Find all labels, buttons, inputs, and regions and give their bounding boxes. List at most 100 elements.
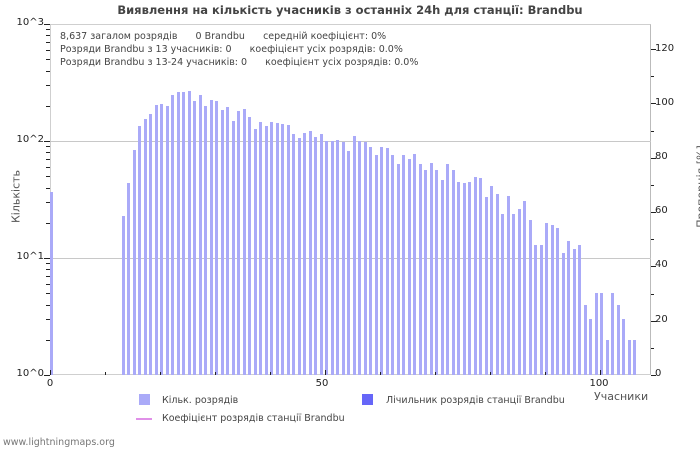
bar (352, 136, 356, 375)
bar (385, 148, 389, 375)
bar (242, 108, 246, 375)
chart-title: Виявлення на кількість учасників з остан… (117, 3, 583, 17)
bar (358, 141, 361, 375)
bar (402, 154, 405, 375)
y-tick-mark (44, 141, 50, 142)
bar (341, 142, 345, 375)
y-tick-mark (46, 146, 50, 148)
bar (578, 244, 581, 375)
x-tick-mark (545, 372, 546, 375)
bar (187, 90, 191, 375)
y2-tick-label: 60 (655, 205, 668, 216)
bar (413, 153, 416, 375)
x-tick-mark (325, 370, 326, 375)
x-tick-mark (105, 372, 106, 375)
bar (209, 100, 213, 375)
bar (567, 240, 570, 375)
y2-tick-mark (651, 320, 656, 322)
x-tick-mark (160, 372, 161, 375)
bar (556, 228, 559, 375)
bar (248, 117, 251, 375)
y2-tick-label: 80 (655, 151, 668, 162)
bar (50, 191, 53, 375)
y2-tick-mark (651, 212, 656, 213)
bar (495, 194, 499, 375)
y-tick-mark (46, 263, 50, 265)
bar (605, 339, 609, 375)
y-tick-label: 10^0 (16, 368, 44, 379)
y-tick-mark (46, 59, 50, 61)
y-tick-mark (46, 70, 50, 72)
bar (264, 126, 268, 375)
bar (545, 222, 548, 375)
bar (583, 304, 587, 375)
bar (523, 200, 526, 375)
y2-axis-label: Пропорція [%] (694, 145, 700, 228)
bar (611, 293, 614, 375)
bar (539, 244, 543, 375)
info-13-24-participants: Розряди Brandbu з 13-24 учасників: 0 кое… (60, 57, 419, 68)
bar (600, 293, 603, 375)
legend-swatch-strike-count (139, 394, 150, 405)
bar (391, 154, 394, 375)
y2-tick-mark (651, 49, 656, 50)
y-tick-mark (46, 269, 50, 271)
bar (457, 181, 460, 375)
bar (308, 130, 312, 375)
bar (127, 182, 130, 375)
bar (160, 103, 163, 375)
bar (138, 126, 141, 375)
y2-tick-mark (651, 76, 654, 78)
y-tick-label: 10^1 (16, 251, 44, 262)
bar (226, 107, 229, 375)
y2-tick-label: 40 (655, 259, 668, 270)
bar (589, 319, 592, 375)
bar (468, 181, 471, 375)
bar (627, 339, 631, 375)
y-tick-mark (46, 319, 50, 321)
x-tick-mark (490, 372, 491, 375)
x-tick-label: 50 (315, 378, 329, 389)
y2-tick-mark (651, 347, 654, 349)
x-tick-label: 0 (46, 378, 54, 389)
y-tick-mark (46, 222, 50, 224)
bar (473, 177, 477, 375)
y2-tick-mark (651, 157, 656, 159)
bar (435, 169, 438, 375)
bar (215, 101, 218, 375)
x-tick-mark (435, 372, 436, 375)
y2-tick-mark (651, 239, 654, 241)
bar (363, 142, 367, 375)
bar (303, 133, 306, 375)
bar (396, 164, 400, 375)
y-tick-mark (46, 105, 50, 107)
y-tick-mark (46, 152, 50, 154)
y-tick-mark (46, 176, 50, 178)
y2-tick-label: 20 (655, 314, 668, 325)
x-tick-mark (50, 370, 51, 375)
bar (374, 154, 378, 375)
y2-tick-label: 120 (655, 43, 675, 54)
y-tick-mark (46, 29, 50, 31)
bar (506, 195, 510, 375)
bar (451, 169, 455, 375)
bar (418, 164, 422, 375)
y-tick-mark (46, 42, 50, 44)
y-tick-label: 10^2 (16, 134, 44, 145)
bar (270, 122, 273, 375)
legend-label-station-count: Лічильник розрядів станції Brandbu (386, 395, 565, 406)
bar (237, 110, 240, 375)
y2-tick-mark (651, 184, 654, 186)
bar (121, 215, 125, 375)
y2-tick-label: 0 (655, 368, 662, 379)
gridline-10e2 (50, 141, 651, 142)
bar (369, 146, 372, 375)
bar (594, 293, 598, 375)
y-tick-mark (46, 159, 50, 161)
y-tick-mark (44, 375, 50, 376)
bar (330, 141, 334, 375)
bar (149, 114, 152, 375)
x-tick-mark (215, 372, 216, 375)
bar (446, 164, 449, 375)
bar (314, 137, 317, 375)
